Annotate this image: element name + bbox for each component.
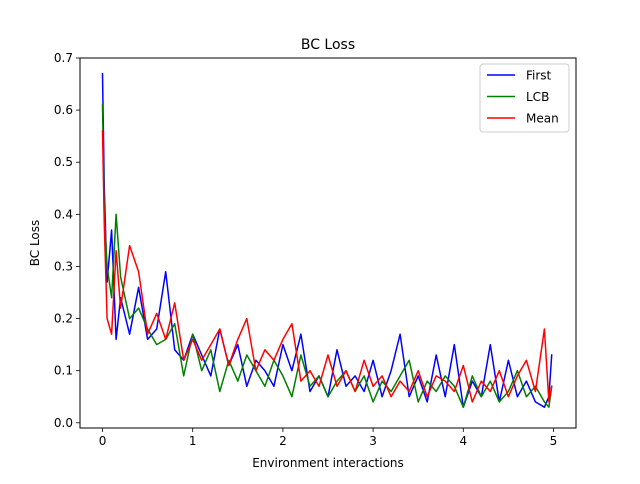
chart-title: BC Loss	[301, 37, 355, 53]
series-line-lcb	[101, 104, 553, 408]
x-tick-label: 1	[189, 434, 197, 448]
legend-box	[479, 63, 570, 133]
y-axis-ticks: 0.0 0.1 0.2 0.3 0.4 0.5 0.6 0.7	[54, 51, 80, 430]
series-layer	[101, 72, 553, 408]
y-tick-label: 0.7	[54, 51, 73, 65]
series-line-mean	[101, 130, 553, 403]
x-axis-ticks: 0 1 2 3 4 5	[99, 428, 558, 448]
y-tick-label: 0.6	[54, 103, 73, 117]
y-tick-label: 0.5	[54, 155, 73, 169]
y-axis-label: BC Loss	[28, 220, 42, 267]
x-tick-label: 5	[550, 434, 558, 448]
x-tick-label: 2	[279, 434, 287, 448]
x-axis-label: Environment interactions	[252, 456, 404, 470]
legend-label-mean: Mean	[526, 112, 559, 126]
legend: First LCB Mean	[479, 63, 570, 133]
y-tick-label: 0.1	[54, 364, 73, 378]
y-tick-label: 0.0	[54, 416, 73, 430]
y-tick-label: 0.4	[54, 207, 73, 221]
x-tick-label: 4	[459, 434, 467, 448]
legend-items: First LCB Mean	[487, 69, 559, 126]
legend-label-lcb: LCB	[526, 90, 549, 104]
axes-frame	[79, 57, 577, 429]
y-tick-label: 0.3	[54, 259, 73, 273]
y-tick-label: 0.2	[54, 312, 73, 326]
x-tick-label: 0	[99, 434, 107, 448]
legend-label-first: First	[526, 69, 552, 83]
x-tick-label: 3	[369, 434, 377, 448]
